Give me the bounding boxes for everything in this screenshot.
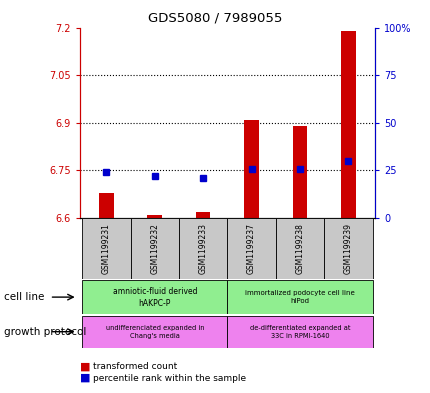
Bar (82, 218, 130, 279)
Text: immortalized podocyte cell line
hIPod: immortalized podocyte cell line hIPod (245, 290, 354, 304)
Text: undifferenciated expanded in
Chang's media: undifferenciated expanded in Chang's med… (105, 325, 203, 339)
Text: GSM1199232: GSM1199232 (150, 223, 159, 274)
Text: transformed count: transformed count (92, 362, 176, 371)
Text: GSM1199237: GSM1199237 (246, 223, 255, 274)
Text: GSM1199238: GSM1199238 (295, 223, 304, 274)
Bar (82, 316, 227, 348)
Bar (340, 31, 355, 218)
Text: cell line: cell line (4, 292, 45, 302)
Bar (275, 218, 323, 279)
Bar (82, 280, 227, 314)
Bar (196, 212, 210, 218)
Text: ■: ■ (80, 373, 90, 383)
Text: growth protocol: growth protocol (4, 327, 86, 337)
Text: ■: ■ (80, 361, 90, 371)
Text: GSM1199239: GSM1199239 (343, 223, 352, 274)
Bar (130, 218, 178, 279)
Text: GSM1199231: GSM1199231 (101, 223, 111, 274)
Text: percentile rank within the sample: percentile rank within the sample (92, 374, 245, 382)
Text: GSM1199233: GSM1199233 (198, 223, 207, 274)
Text: amniotic-fluid derived
hAKPC-P: amniotic-fluid derived hAKPC-P (112, 287, 197, 307)
Bar (178, 218, 227, 279)
Bar (323, 218, 372, 279)
Bar (227, 280, 372, 314)
Bar (227, 218, 275, 279)
Bar (147, 215, 162, 218)
Bar (244, 119, 258, 218)
Bar (99, 193, 114, 218)
Text: de-differentiated expanded at
33C in RPMI-1640: de-differentiated expanded at 33C in RPM… (249, 325, 350, 339)
Bar (292, 126, 307, 218)
Text: GDS5080 / 7989055: GDS5080 / 7989055 (148, 12, 282, 25)
Bar (227, 316, 372, 348)
